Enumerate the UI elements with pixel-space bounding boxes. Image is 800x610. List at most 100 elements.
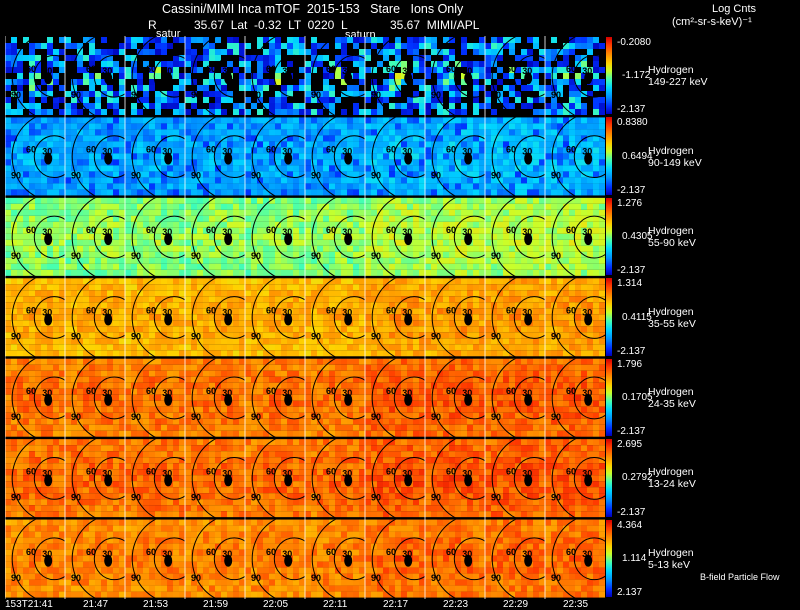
contour-label: 90 [431, 251, 441, 261]
heatmap-cell [131, 37, 137, 43]
heatmap-cell [257, 350, 263, 356]
heatmap-cell [47, 183, 53, 189]
heatmap-cell [245, 61, 251, 67]
heatmap-cell [251, 204, 257, 210]
heatmap-cell [125, 43, 131, 49]
heatmap-cell [95, 49, 101, 55]
heatmap-cell [533, 210, 539, 216]
heatmap-cell [59, 198, 65, 204]
heatmap-cell [455, 49, 461, 55]
heatmap-cell [257, 183, 263, 189]
heatmap-cell [383, 55, 389, 61]
heatmap-cell [227, 117, 233, 123]
heatmap-cell [257, 109, 263, 115]
contour-label: 90 [251, 171, 261, 181]
heatmap-cell [251, 290, 257, 296]
heatmap-cell [353, 278, 359, 284]
heatmap-cell [311, 210, 317, 216]
contour-label: 30 [582, 147, 592, 157]
heatmap-cell [425, 264, 431, 270]
heatmap-cell [353, 129, 359, 135]
heatmap-cell [383, 97, 389, 103]
heatmap-cell [95, 216, 101, 222]
heatmap-cell [359, 284, 365, 290]
heatmap-cell [203, 332, 209, 338]
heatmap-cell [191, 183, 197, 189]
heatmap-cell [545, 183, 551, 189]
heatmap-cell [437, 79, 443, 85]
heatmap-cell [425, 159, 431, 165]
heatmap-cell [167, 165, 173, 171]
heatmap-cell [5, 123, 11, 129]
heatmap-cell [143, 258, 149, 264]
heatmap-cell [23, 290, 29, 296]
heatmap-cell [299, 278, 305, 284]
heatmap-cell [221, 258, 227, 264]
heatmap-cell [137, 314, 143, 320]
heatmap-cell [407, 123, 413, 129]
heatmap-cell [473, 198, 479, 204]
heatmap-cell [233, 73, 239, 79]
heatmap-cell [341, 264, 347, 270]
heatmap-cell [425, 123, 431, 129]
heatmap-cell [215, 290, 221, 296]
heatmap-cell [557, 147, 563, 153]
heatmap-cell [233, 222, 239, 228]
heatmap-cell [299, 79, 305, 85]
heatmap-cell [89, 246, 95, 252]
heatmap-cell [389, 97, 395, 103]
heatmap-cell [281, 284, 287, 290]
heatmap-cell [113, 302, 119, 308]
heatmap-cell [257, 216, 263, 222]
heatmap-cell [95, 270, 101, 276]
heatmap-cell [275, 129, 281, 135]
heatmap-cell [119, 326, 125, 332]
heatmap-cell [239, 177, 245, 183]
heatmap-cell [47, 103, 53, 109]
heatmap-cell [233, 302, 239, 308]
heatmap-cell [263, 85, 269, 91]
heatmap-cell [41, 103, 47, 109]
heatmap-cell [167, 177, 173, 183]
heatmap-cell [185, 103, 191, 109]
heatmap-cell [287, 117, 293, 123]
heatmap-cell [65, 189, 71, 195]
heatmap-cell [287, 210, 293, 216]
contour-label: 30 [342, 227, 352, 237]
heatmap-cell [449, 165, 455, 171]
heatmap-cell [47, 284, 53, 290]
heatmap-cell [461, 49, 467, 55]
heatmap-cell [53, 246, 59, 252]
heatmap-cell [293, 103, 299, 109]
heatmap-cell [65, 37, 71, 43]
heatmap-cell [575, 135, 581, 141]
heatmap-cell [539, 270, 545, 276]
heatmap-cell [389, 43, 395, 49]
heatmap-cell [233, 97, 239, 103]
heatmap-cell [221, 123, 227, 129]
heatmap-cell [185, 123, 191, 129]
heatmap-cell [245, 189, 251, 195]
heatmap-cell [149, 49, 155, 55]
heatmap-cell [593, 183, 599, 189]
heatmap-cell [557, 79, 563, 85]
heatmap-cell [197, 37, 203, 43]
heatmap-cell [305, 278, 311, 284]
contour-label: 60 [566, 64, 576, 74]
heatmap-cell [359, 165, 365, 171]
heatmap-cell [245, 204, 251, 210]
heatmap-cell [437, 234, 443, 240]
heatmap-cell [473, 189, 479, 195]
heatmap-cell [101, 43, 107, 49]
heatmap-cell [317, 234, 323, 240]
heatmap-cell [299, 204, 305, 210]
heatmap-cell [545, 234, 551, 240]
heatmap-cell [539, 204, 545, 210]
heatmap-cell [167, 210, 173, 216]
heatmap-cell [263, 129, 269, 135]
heatmap-cell [317, 159, 323, 165]
heatmap-cell [11, 210, 17, 216]
heatmap-cell [167, 290, 173, 296]
heatmap-cell [191, 43, 197, 49]
heatmap-cell [359, 278, 365, 284]
